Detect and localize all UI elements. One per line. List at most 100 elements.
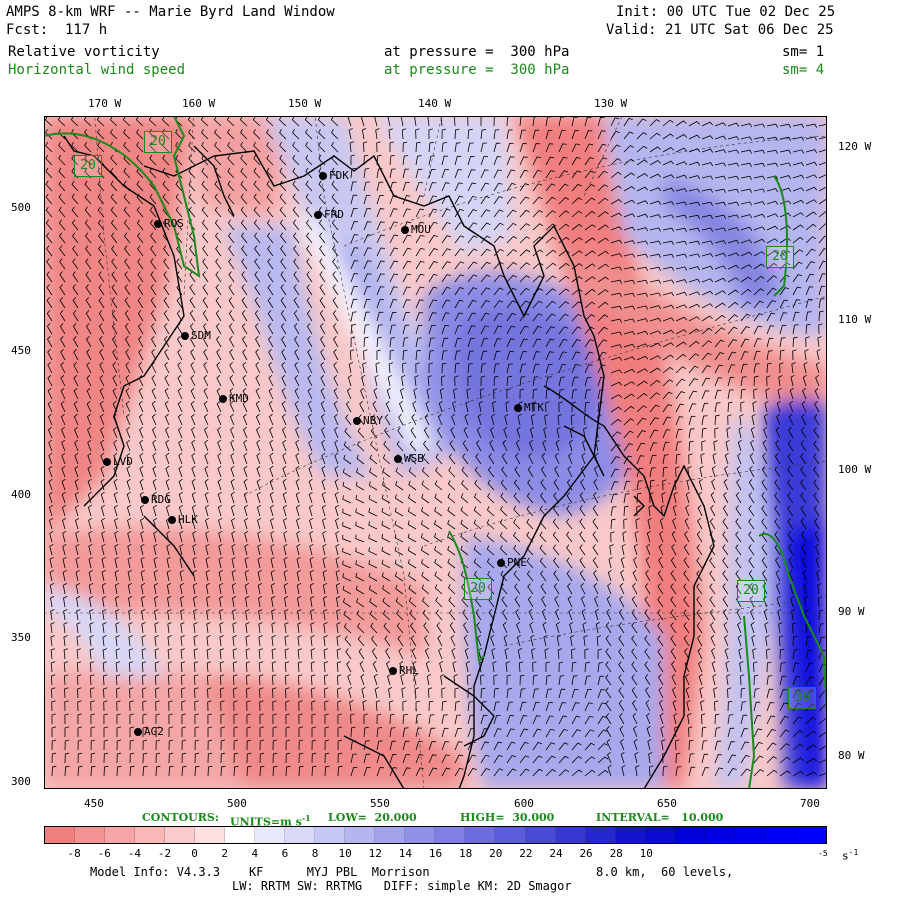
wind-barb [545,715,554,725]
wind-barb [394,494,404,504]
wind-barb [623,186,635,192]
wind-barb [415,221,425,231]
wind-barb [532,351,541,361]
wind-barb [688,266,701,271]
wind-barb [610,468,620,478]
wind-barb [51,713,56,725]
wind-barb [128,635,133,647]
wind-barb [347,374,352,387]
wind-barb [740,123,753,128]
wind-barb [633,556,638,569]
colorbar-tick-label: 0 [191,847,198,860]
wind-barb [649,765,654,777]
wind-barb [675,279,688,284]
wind-barb [583,427,588,439]
wind-barb [246,687,251,699]
wind-barb [605,635,612,647]
wind-barb [376,767,385,777]
wind-barb [581,608,586,621]
wind-barb [322,543,327,556]
wind-barb [727,136,740,141]
wind-barb [229,375,235,387]
wind-barb [336,609,341,621]
wind-barb [545,351,554,361]
wind-barb [519,755,530,764]
wind-barb [766,648,771,660]
wind-barb [127,556,132,569]
wind-barb [675,291,688,296]
wind-barb [86,400,92,413]
wind-barb [662,354,674,361]
wind-barb [269,452,274,465]
wind-barb [636,145,648,153]
wind-barb [363,221,372,231]
wind-barb [363,713,368,725]
wind-barb [205,556,210,569]
wind-barb [818,285,826,296]
wind-barb [539,505,547,517]
wind-barb [45,219,53,231]
wind-barb [554,596,560,608]
station-label: NBY [363,414,383,427]
wind-barb [532,701,540,712]
wind-barb [320,413,326,426]
wind-barb [363,208,372,218]
wind-barb [321,465,326,478]
wind-barb [415,273,425,283]
wind-barb [165,452,170,465]
wind-barb [532,313,543,322]
wind-barb [333,400,339,413]
wind-barb [396,622,404,634]
wind-barb [506,274,517,283]
wind-barb [792,261,803,270]
wind-barb [802,569,807,582]
wind-barb [402,181,410,192]
wind-barb [256,504,262,517]
wind-barb [519,338,528,348]
wind-barb [463,622,469,634]
contours-label: CONTOURS: [142,811,219,824]
wind-barb [683,622,690,634]
wind-barb [448,609,456,621]
wind-barb [305,154,313,166]
wind-barb [220,739,226,751]
wind-barb [231,517,236,530]
wind-barb [480,350,488,361]
wind-barb [607,764,612,777]
wind-barb [571,389,578,400]
wind-barb [816,348,821,361]
wind-barb [408,584,417,595]
wind-barb [363,195,371,205]
wind-barb [696,596,703,608]
wind-barb [103,713,108,725]
wind-barb [596,635,601,647]
wind-barb [467,312,477,322]
colorbar-swatch [705,827,736,843]
wind-barb [243,504,249,517]
wind-barb [438,400,443,413]
wind-barb [215,310,222,322]
wind-barb [532,129,540,140]
wind-barb [454,142,461,153]
wind-barb [636,442,646,452]
wind-barb [688,161,701,166]
wind-barb [259,700,264,712]
wind-barb [181,687,186,699]
wind-barb [415,155,422,166]
wind-barb [610,226,623,231]
wind-barb [90,726,96,737]
colorbar-scale: -5 [818,849,828,858]
wind-barb [150,323,157,335]
wind-barb [179,543,184,556]
wind-barb [623,279,635,284]
wind-barb [727,714,734,725]
wind-barb [129,713,134,725]
wind-barb [259,687,264,699]
wind-barb [428,273,438,283]
wind-barb [623,172,635,179]
wind-barb [356,441,365,452]
colorbar-swatch [315,827,346,843]
wind-barb [792,123,804,128]
wind-barb [766,225,779,231]
wind-barb [584,116,592,127]
